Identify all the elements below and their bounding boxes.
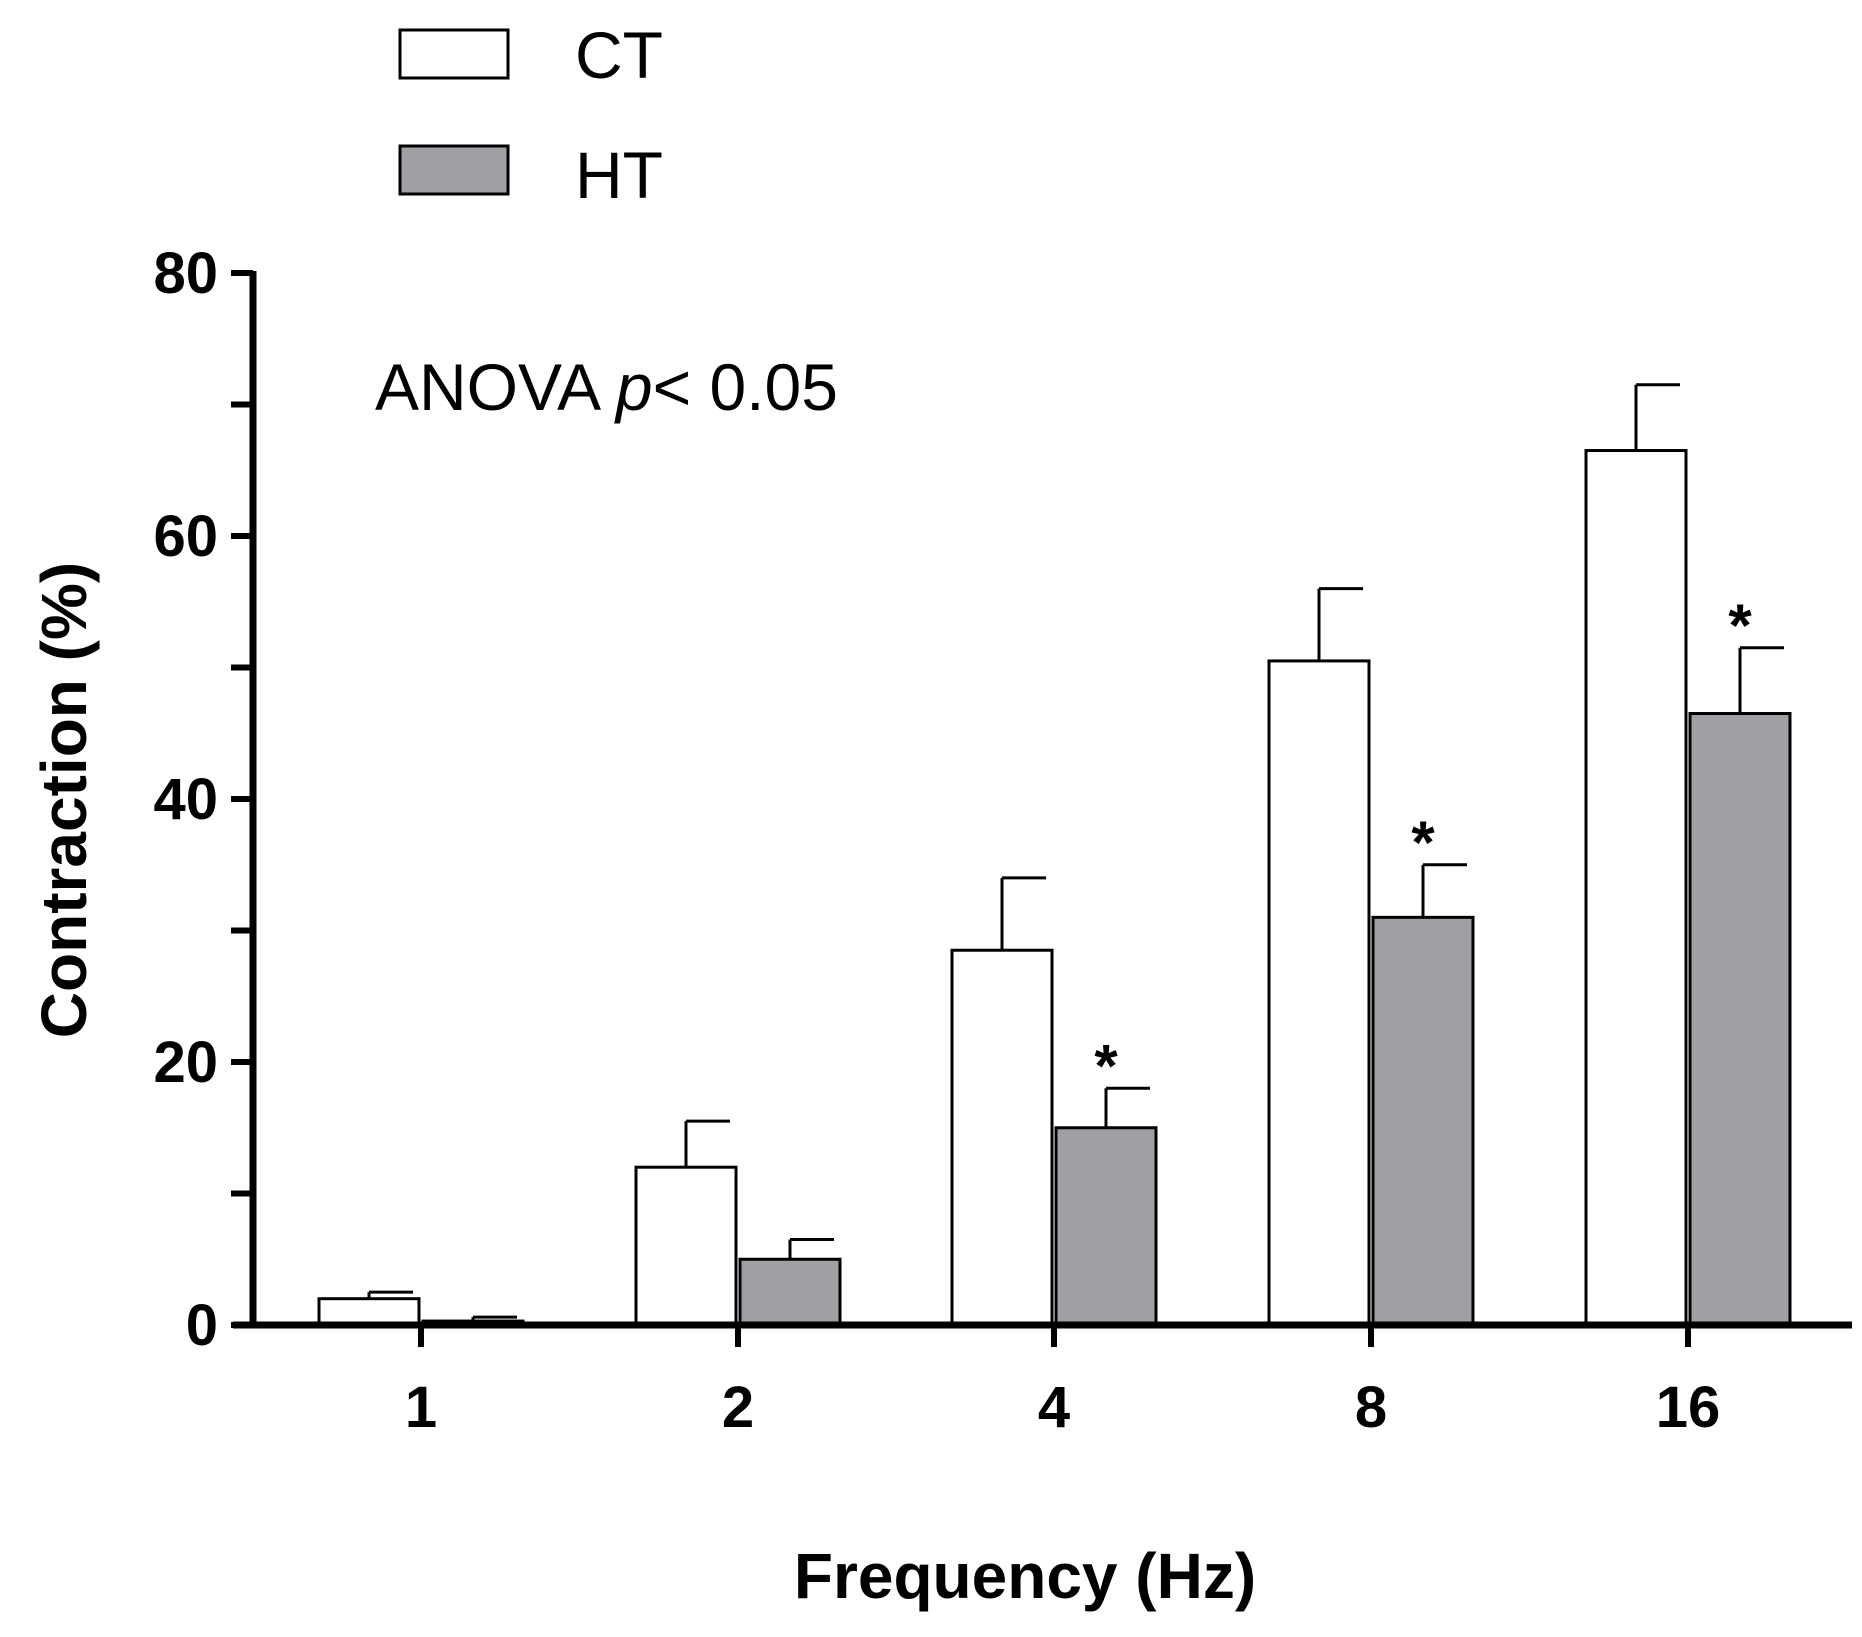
y-tick-label-20: 20 xyxy=(153,1030,218,1095)
legend-label-ht: HT xyxy=(575,138,663,212)
bar-ht-8 xyxy=(1371,915,1475,1327)
bar-ct-16 xyxy=(1584,449,1688,1327)
significance-marker-16: * xyxy=(1728,592,1752,659)
x-axis-title: Frequency (Hz) xyxy=(794,1540,1256,1612)
x-tick-label-8: 8 xyxy=(1355,1375,1387,1440)
bar-ht-4 xyxy=(1054,1126,1158,1327)
anova-p: p xyxy=(614,350,653,424)
x-tick-label-2: 2 xyxy=(722,1375,754,1440)
x-tick-label-4: 4 xyxy=(1038,1375,1070,1440)
x-tick-label-16: 16 xyxy=(1656,1375,1721,1440)
y-tick-label-60: 60 xyxy=(153,504,218,569)
anova-suffix: < 0.05 xyxy=(653,350,838,424)
y-tick-label-0: 0 xyxy=(186,1293,218,1358)
legend: CT HT xyxy=(398,18,663,212)
significance-marker-8: * xyxy=(1411,809,1435,876)
y-tick-label-80: 80 xyxy=(153,241,218,306)
legend-label-ct: CT xyxy=(575,18,663,92)
y-axis-title: Contraction (%) xyxy=(28,562,100,1038)
legend-swatch-ct xyxy=(398,28,510,80)
significance-marker-4: * xyxy=(1094,1032,1118,1099)
y-tick-label-40: 40 xyxy=(153,767,218,832)
x-tick-label-1: 1 xyxy=(405,1375,437,1440)
bar-ct-2 xyxy=(634,1165,738,1327)
bar-ht-16 xyxy=(1688,712,1792,1327)
bar-ct-8 xyxy=(1267,659,1371,1327)
bar-ct-4 xyxy=(950,948,1054,1327)
anova-annotation: ANOVA p< 0.05 xyxy=(375,350,838,424)
anova-prefix: ANOVA xyxy=(375,350,616,424)
plot-area: * * * 0 20 40 60 80 1 2 4 8 16 xyxy=(153,241,1852,1440)
legend-swatch-ht xyxy=(398,144,510,196)
bar-ht-2 xyxy=(738,1257,842,1327)
bar-ct-1 xyxy=(317,1297,421,1327)
